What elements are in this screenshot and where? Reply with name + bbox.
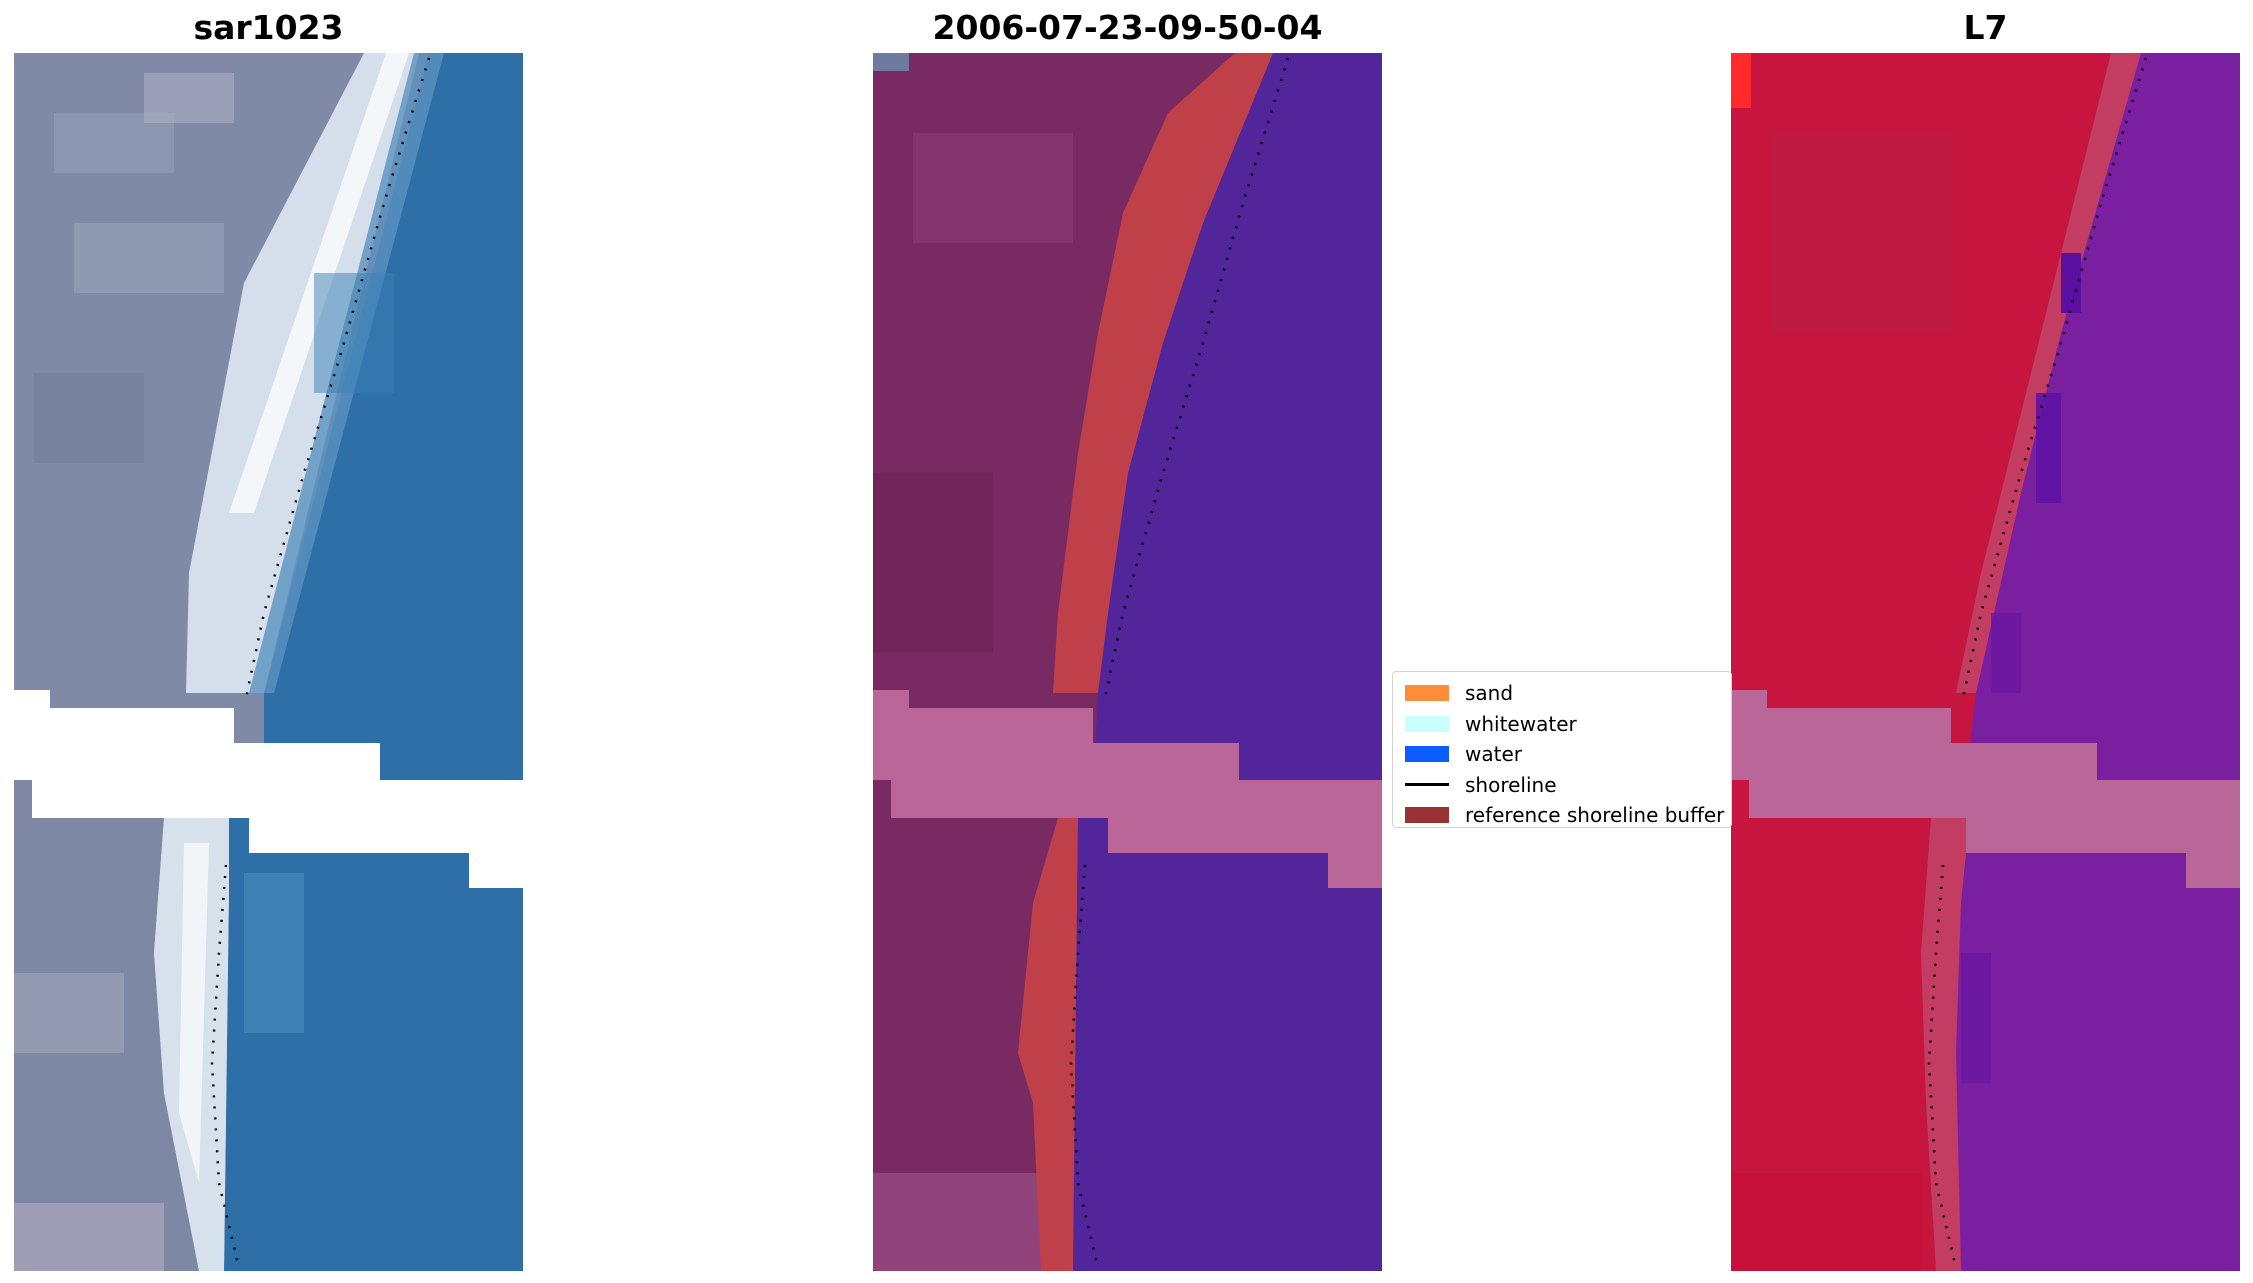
index-transition <box>1921 818 1966 1271</box>
rgb-nodata-band <box>469 853 523 888</box>
legend-label-shoreline: shoreline <box>1465 772 1557 797</box>
index-texture <box>1961 953 1991 1083</box>
rgb-nodata-band <box>14 690 523 780</box>
class-shoreline <box>1069 864 1100 1269</box>
rgb-water-top <box>264 53 523 780</box>
index-texture <box>1771 133 1951 333</box>
classified-image <box>873 53 1382 1271</box>
panel-title-index: L7 <box>1963 8 2008 47</box>
class-water <box>1093 53 1382 780</box>
rgb-shoreline <box>210 864 241 1269</box>
legend-swatch-water <box>1405 746 1449 763</box>
rgb-texture <box>14 1203 164 1271</box>
rgb-texture <box>74 223 224 293</box>
legend: sand whitewater water shoreline referenc… <box>1392 671 1732 828</box>
rgb-texture <box>14 973 124 1053</box>
class-corner <box>873 53 909 71</box>
classified-image-panel <box>873 53 1382 1271</box>
index-water <box>1966 53 2240 780</box>
rgb-texture <box>34 373 144 463</box>
legend-label-reference-buffer: reference shoreline buffer <box>1465 803 1725 828</box>
rgb-sand-strip <box>186 53 419 693</box>
index-corner <box>1731 53 1751 108</box>
class-texture <box>873 1173 1063 1271</box>
legend-swatch-whitewater <box>1405 715 1449 732</box>
index-shoreline <box>1927 864 1958 1269</box>
index-texture <box>1991 613 2021 693</box>
legend-item-water: water <box>1399 739 1725 770</box>
legend-label-sand: sand <box>1465 681 1514 706</box>
rgb-texture <box>144 73 234 123</box>
class-texture <box>873 473 993 653</box>
legend-item-shoreline: shoreline <box>1399 770 1725 801</box>
index-image-panel <box>1731 53 2240 1271</box>
rgb-nodata-band <box>32 780 44 818</box>
legend-item-reference-buffer: reference shoreline buffer <box>1399 800 1725 831</box>
legend-label-water: water <box>1465 742 1522 767</box>
index-texture <box>1731 1173 1921 1271</box>
index-nodata <box>1731 690 2240 888</box>
legend-swatch-reference-buffer <box>1405 807 1449 824</box>
rgb-image-panel <box>14 53 523 1271</box>
class-nodata <box>873 690 1382 888</box>
panel-title-rgb: sar1023 <box>193 8 344 47</box>
rgb-texture <box>244 873 304 1033</box>
index-image <box>1731 53 2240 1271</box>
panel-title-classified: 2006-07-23-09-50-04 <box>932 8 1323 47</box>
legend-item-sand: sand <box>1399 678 1725 709</box>
index-texture <box>2036 393 2061 503</box>
class-buffer <box>1018 818 1078 1271</box>
index-water <box>1956 853 2240 1271</box>
rgb-image <box>14 53 523 1271</box>
class-water <box>1073 818 1382 1271</box>
legend-line-shoreline <box>1405 783 1449 787</box>
rgb-texture <box>314 273 394 393</box>
legend-item-whitewater: whitewater <box>1399 709 1725 740</box>
legend-label-whitewater: whitewater <box>1465 711 1577 736</box>
rgb-sand-bright-bottom <box>179 843 209 1183</box>
index-texture <box>2061 253 2081 313</box>
class-texture <box>913 133 1073 243</box>
legend-swatch-sand <box>1405 685 1449 702</box>
rgb-nodata-band <box>14 780 523 888</box>
